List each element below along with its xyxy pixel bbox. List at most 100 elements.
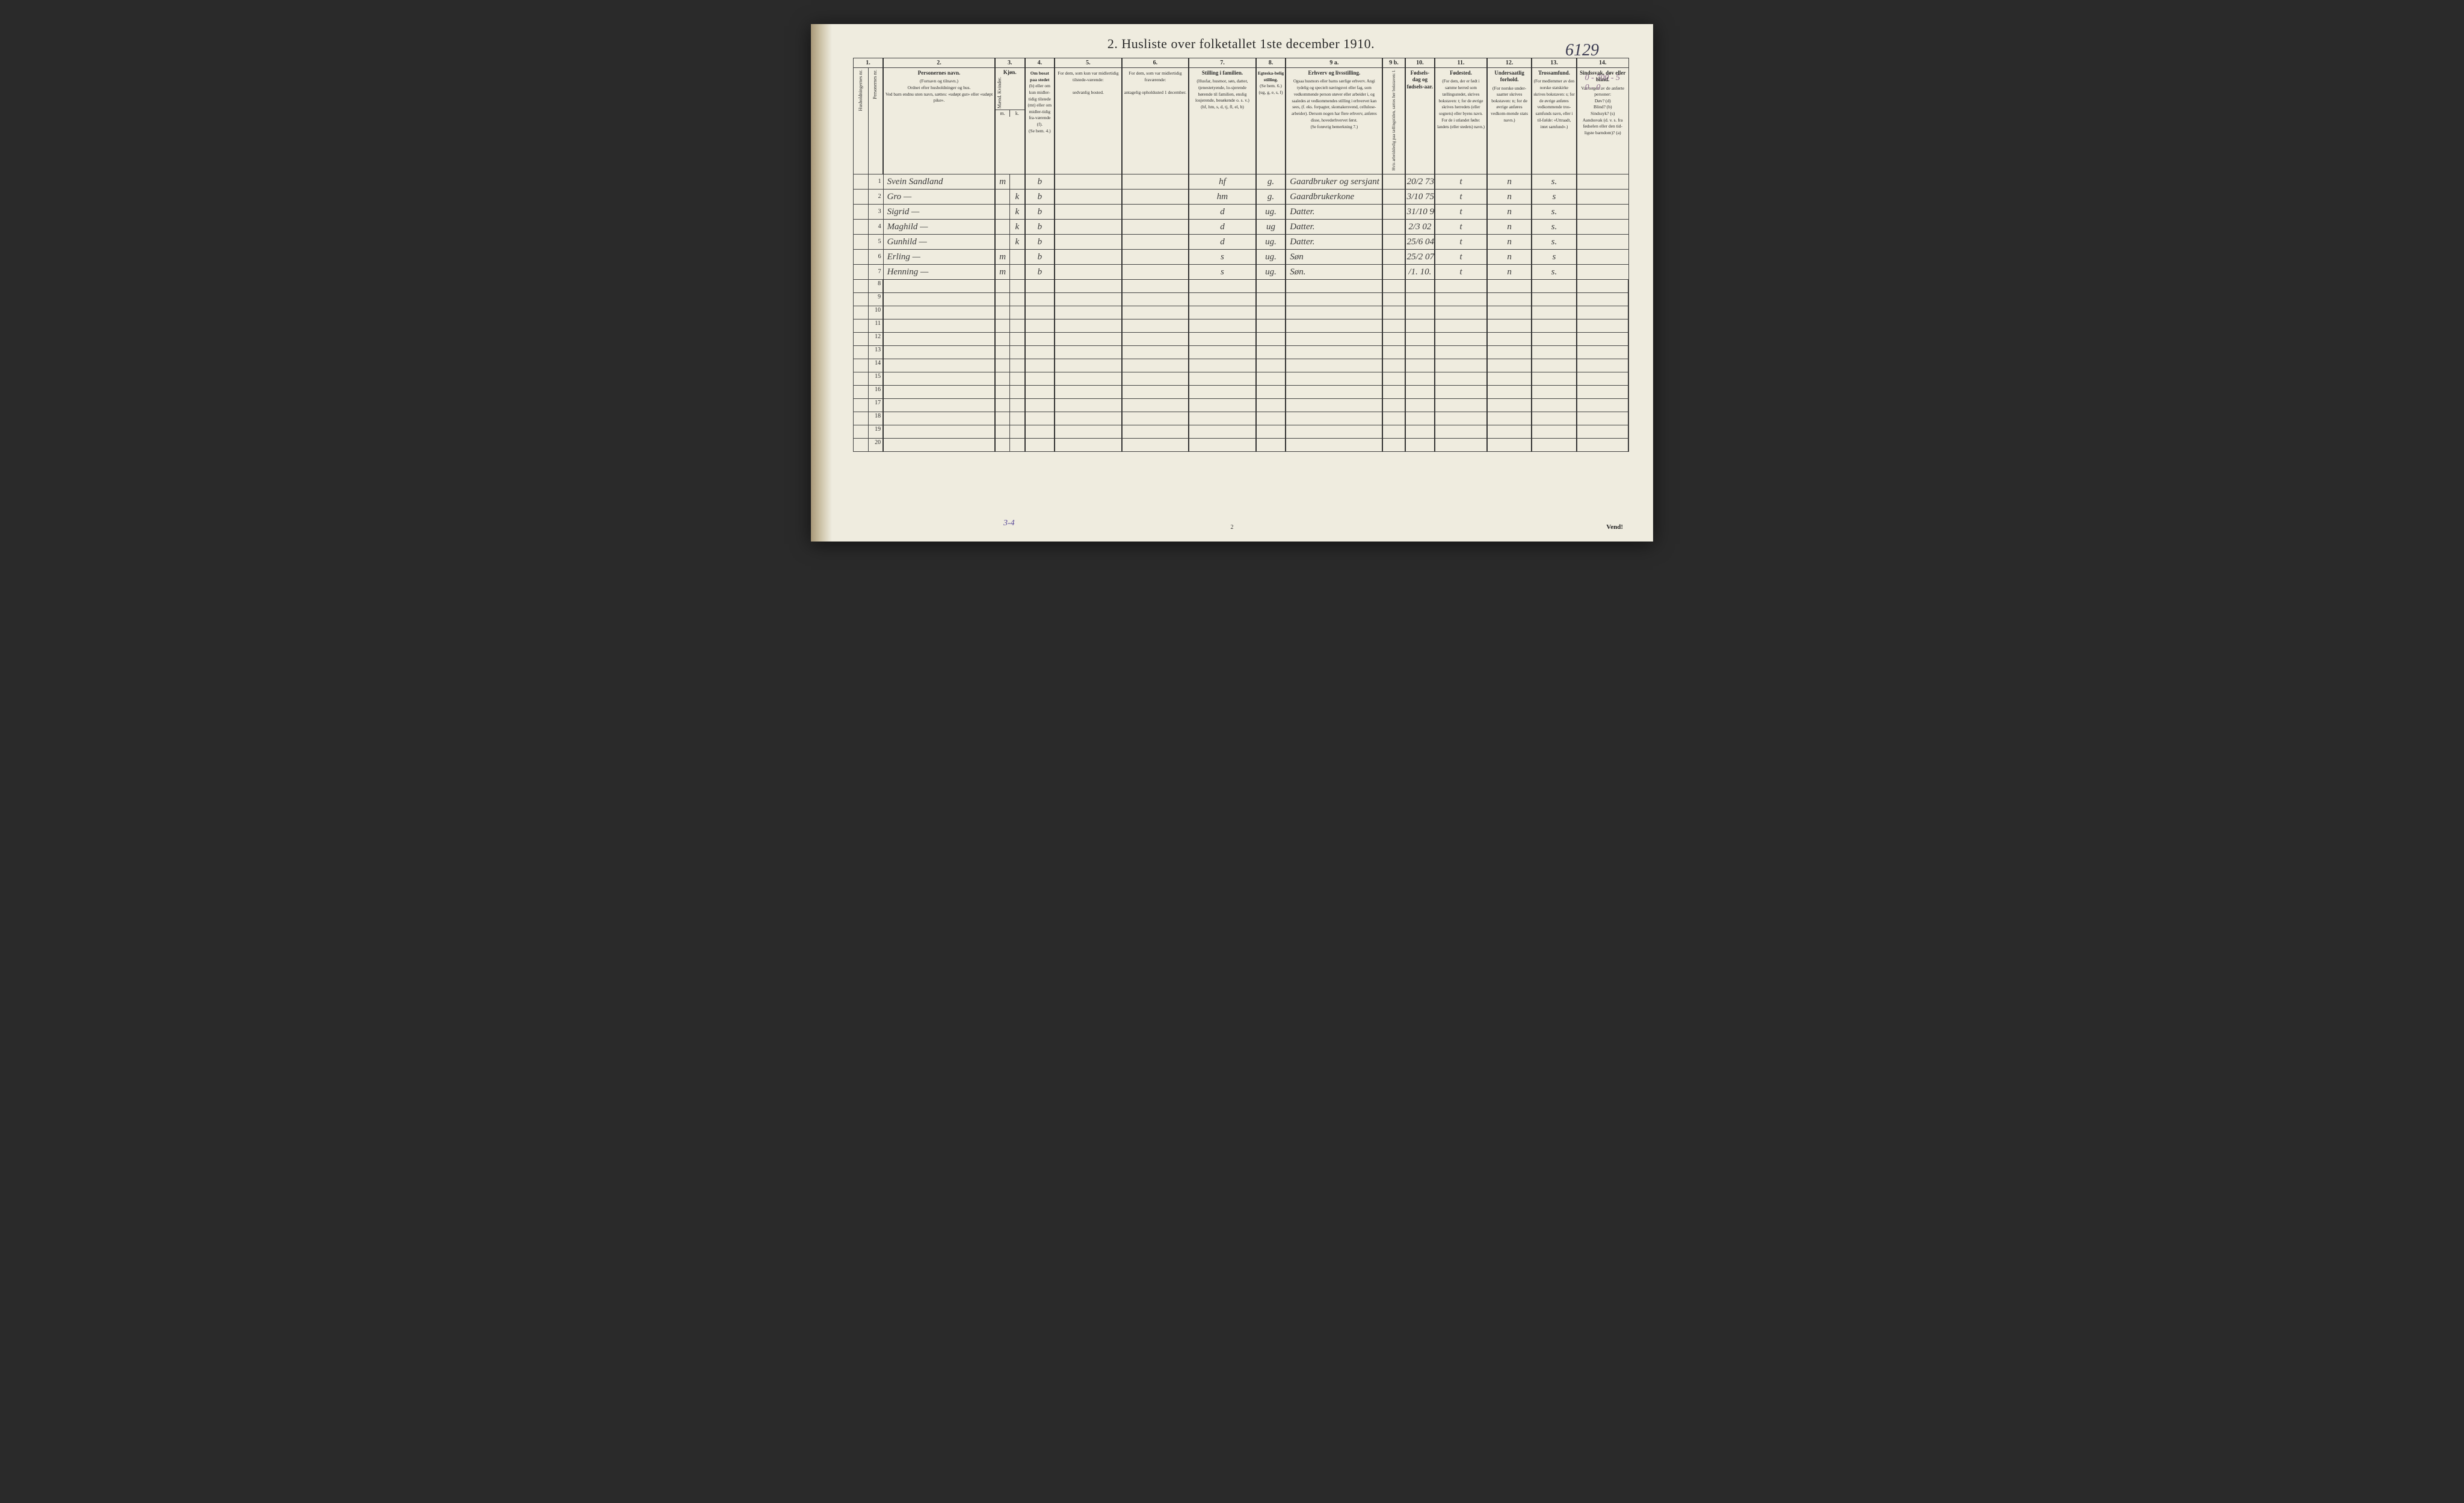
colnum-5: 5.: [1055, 58, 1122, 68]
cell-midl-fravaer: [1122, 250, 1189, 265]
person-nr: 9: [868, 293, 883, 306]
person-nr: 4: [868, 220, 883, 235]
hdr-fodested: Fødested. (For dem, der er født i samme …: [1435, 68, 1487, 174]
cell-sindssvak: [1577, 205, 1629, 220]
cell-undersaat: n: [1487, 265, 1532, 280]
person-nr: 2: [868, 190, 883, 205]
table-row-empty: 18: [854, 412, 1629, 425]
cell-midl-tilstede: [1055, 235, 1122, 250]
table-row-empty: 16: [854, 386, 1629, 399]
husholdning-nr: [854, 412, 869, 425]
person-nr: 18: [868, 412, 883, 425]
table-row-empty: 11: [854, 319, 1629, 333]
table-row: 4Maghild —kbdugDatter.2/3 02tns.: [854, 220, 1629, 235]
cell-bosat: b: [1025, 235, 1055, 250]
table-row-empty: 13: [854, 346, 1629, 359]
husholdning-nr: [854, 425, 869, 439]
colnum-10: 10.: [1405, 58, 1435, 68]
table-row-empty: 8: [854, 280, 1629, 293]
cell-name: Maghild —: [883, 220, 995, 235]
cell-famstilling: d: [1189, 220, 1256, 235]
cell-fodested: t: [1435, 205, 1487, 220]
colnum-11: 11.: [1435, 58, 1487, 68]
cell-bosat: b: [1025, 220, 1055, 235]
colnum-6: 6.: [1122, 58, 1189, 68]
husholdning-nr: [854, 293, 869, 306]
cell-sindssvak: [1577, 174, 1629, 190]
husholdning-nr: [854, 386, 869, 399]
cell-sex-k: k: [1010, 190, 1025, 205]
husholdning-nr: [854, 280, 869, 293]
cell-midl-fravaer: [1122, 190, 1189, 205]
hdr-kjon: Kjøn. Mænd. Kvinder. m.k.: [995, 68, 1025, 174]
hdr-undersaat: Undersaatlig forhold. (For norske under-…: [1487, 68, 1532, 174]
cell-sex-k: k: [1010, 205, 1025, 220]
cell-trossamfund: s: [1532, 190, 1576, 205]
colnum-2: 2.: [883, 58, 995, 68]
cell-undersaat: n: [1487, 205, 1532, 220]
cell-bosat: b: [1025, 250, 1055, 265]
cell-midl-tilstede: [1055, 205, 1122, 220]
cell-famstilling: hf: [1189, 174, 1256, 190]
table-row-empty: 20: [854, 439, 1629, 452]
person-nr: 11: [868, 319, 883, 333]
cell-sex-m: [995, 190, 1010, 205]
husholdning-nr: [854, 333, 869, 346]
cell-midl-tilstede: [1055, 174, 1122, 190]
husholdning-nr: [854, 265, 869, 280]
cell-trossamfund: s.: [1532, 220, 1576, 235]
cell-sindssvak: [1577, 265, 1629, 280]
table-row-empty: 17: [854, 399, 1629, 412]
hdr-egteskap: Egteska-belig stilling. (Se bem. 6.) (ug…: [1256, 68, 1286, 174]
cell-undersaat: n: [1487, 250, 1532, 265]
person-nr: 12: [868, 333, 883, 346]
cell-fodested: t: [1435, 235, 1487, 250]
cell-fodselsdato: 2/3 02: [1405, 220, 1435, 235]
colnum-3: 3.: [995, 58, 1025, 68]
cell-sex-m: [995, 220, 1010, 235]
cell-arbeidsledig: [1382, 174, 1405, 190]
cell-sex-m: m: [995, 250, 1010, 265]
cell-sex-m: m: [995, 265, 1010, 280]
person-nr: 15: [868, 372, 883, 386]
table-row-empty: 19: [854, 425, 1629, 439]
husholdning-nr: [854, 399, 869, 412]
cell-erhverv: Gaardbrukerkone: [1286, 190, 1382, 205]
column-number-row: 1. 2. 3. 4. 5. 6. 7. 8. 9 a. 9 b. 10. 11…: [854, 58, 1629, 68]
table-row-empty: 14: [854, 359, 1629, 372]
person-nr: 10: [868, 306, 883, 319]
colnum-1: 1.: [854, 58, 884, 68]
cell-egteskap: ug.: [1256, 265, 1286, 280]
person-nr: 5: [868, 235, 883, 250]
cell-fodselsdato: /1. 10.: [1405, 265, 1435, 280]
hdr-trossamfund: Trossamfund. (For medlemmer av den norsk…: [1532, 68, 1576, 174]
cell-bosat: b: [1025, 190, 1055, 205]
husholdning-nr: [854, 346, 869, 359]
husholdning-nr: [854, 359, 869, 372]
cell-bosat: b: [1025, 174, 1055, 190]
cell-sex-k: [1010, 174, 1025, 190]
person-nr: 19: [868, 425, 883, 439]
husholdning-nr: [854, 372, 869, 386]
cell-undersaat: n: [1487, 190, 1532, 205]
cell-erhverv: Søn: [1286, 250, 1382, 265]
cell-fodselsdato: 31/10 98: [1405, 205, 1435, 220]
cell-erhverv: Søn.: [1286, 265, 1382, 280]
cell-erhverv: Datter.: [1286, 235, 1382, 250]
hdr-fodselsdato: Fødsels-dag og fødsels-aar.: [1405, 68, 1435, 174]
cell-fodselsdato: 25/2 07: [1405, 250, 1435, 265]
cell-arbeidsledig: [1382, 250, 1405, 265]
cell-undersaat: n: [1487, 235, 1532, 250]
cell-arbeidsledig: [1382, 220, 1405, 235]
cell-arbeidsledig: [1382, 265, 1405, 280]
cell-fodested: t: [1435, 250, 1487, 265]
cell-midl-tilstede: [1055, 220, 1122, 235]
husholdning-nr: [854, 319, 869, 333]
table-row: 1Svein Sandlandmbhfg.Gaardbruker og sers…: [854, 174, 1629, 190]
cell-egteskap: ug: [1256, 220, 1286, 235]
hdr-midl-fravaer: For dem, som var midlertidig fraværende:…: [1122, 68, 1189, 174]
table-row-empty: 12: [854, 333, 1629, 346]
husholdning-nr: [854, 306, 869, 319]
annotation-top-right: 6129: [1565, 41, 1599, 60]
cell-famstilling: d: [1189, 205, 1256, 220]
